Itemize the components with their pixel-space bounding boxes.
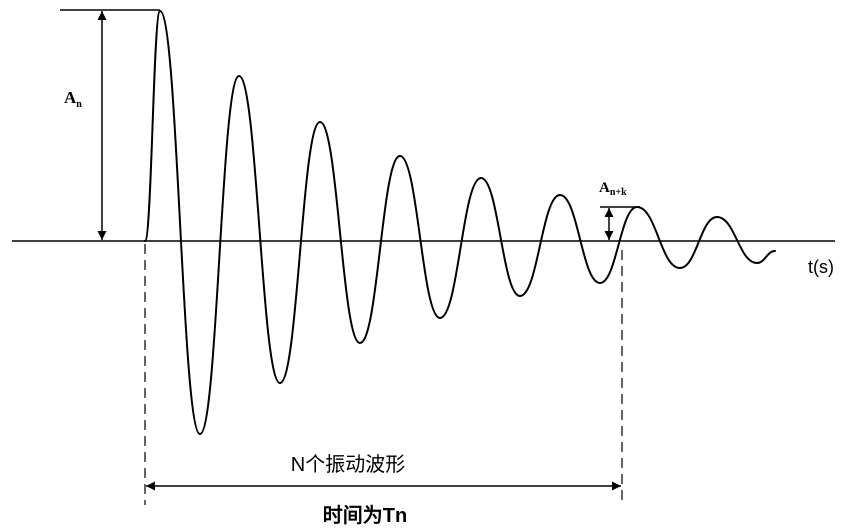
a-n-label: An — [64, 88, 82, 110]
a-n-k-label: An+k — [599, 180, 627, 198]
duration-tn-label: 时间为Tn — [323, 504, 407, 527]
damped-waveform — [144, 10, 776, 435]
n-waves-label: N个振动波形 — [291, 453, 405, 476]
time-axis-label: t(s) — [808, 257, 834, 277]
